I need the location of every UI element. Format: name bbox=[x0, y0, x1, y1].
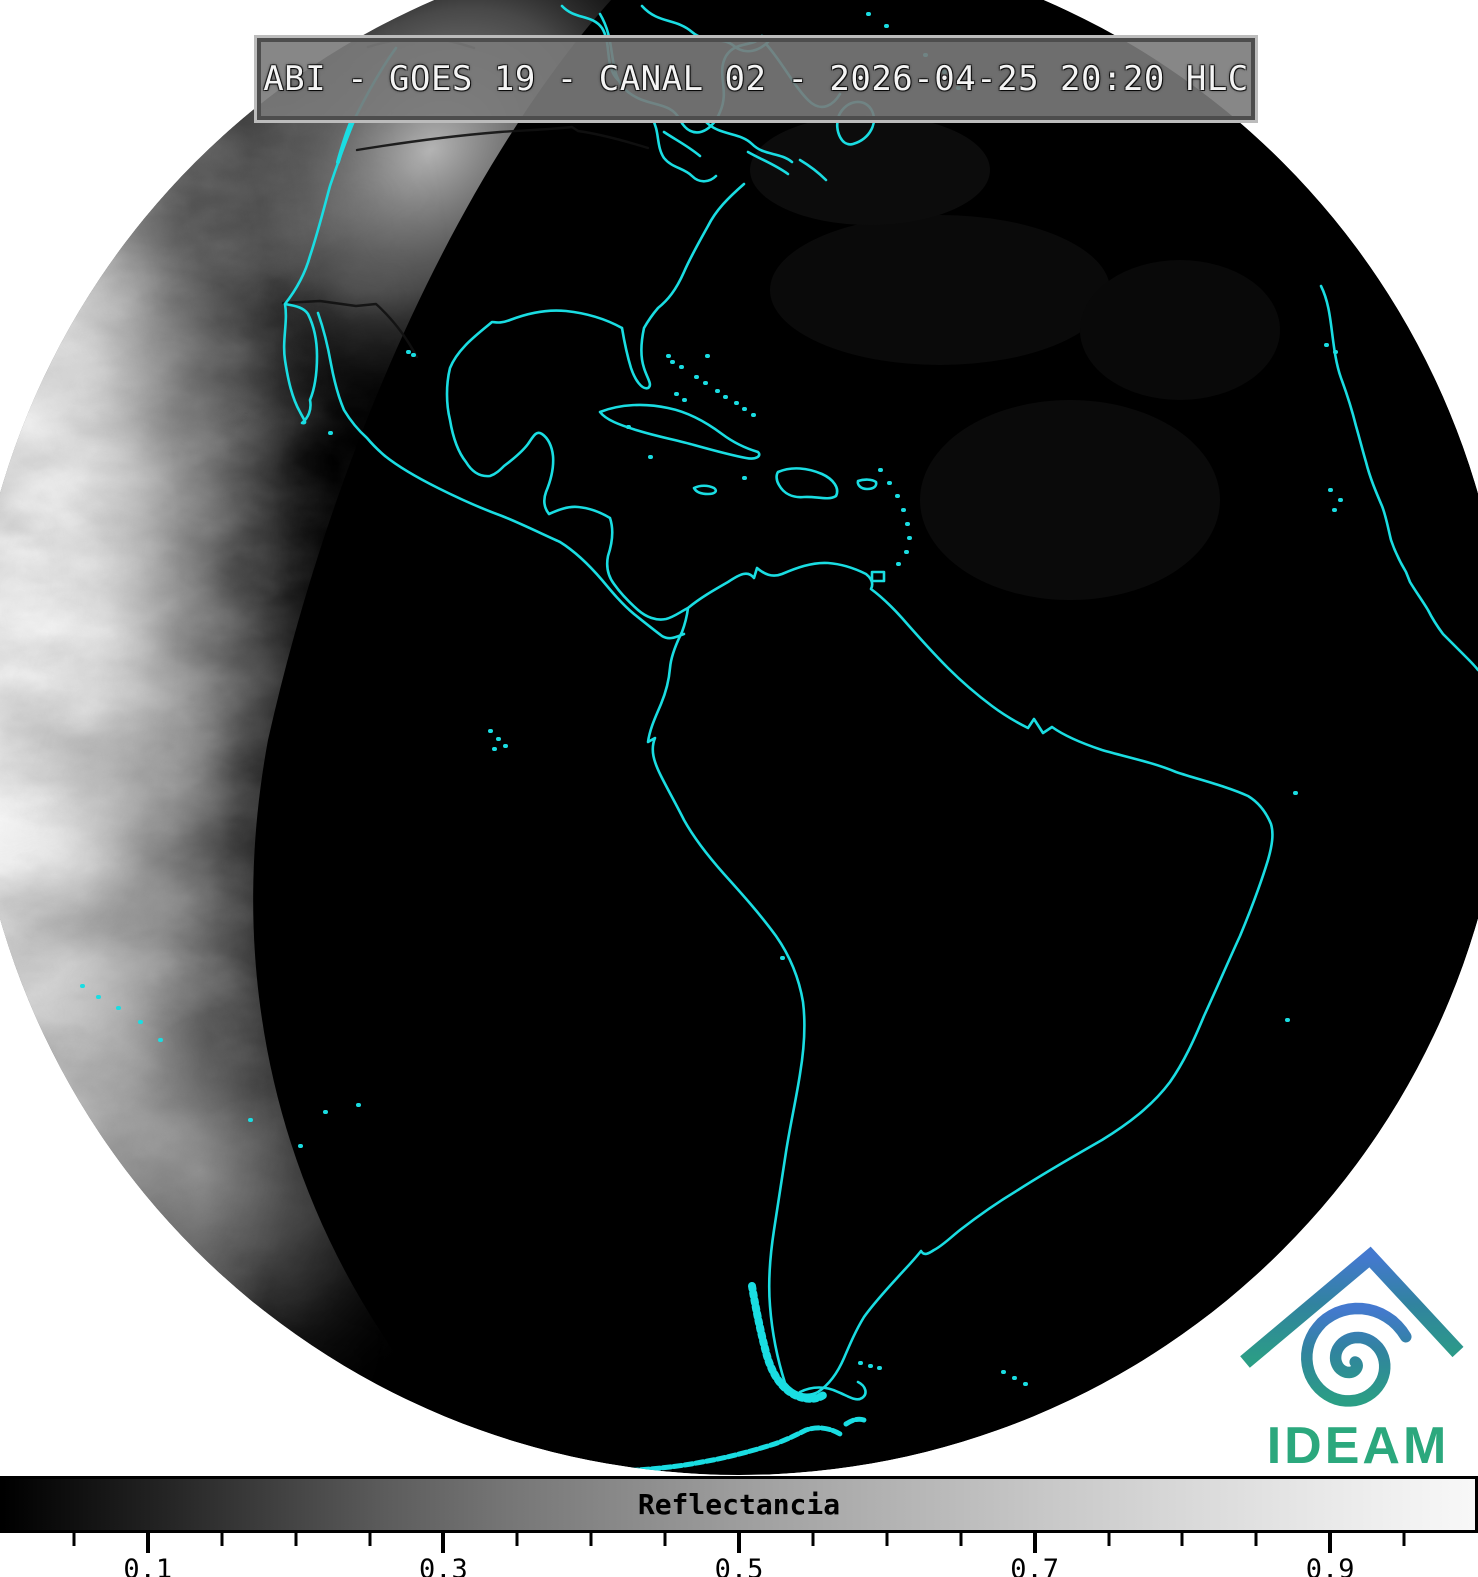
ideam-logo: IDEAM bbox=[1240, 1246, 1464, 1475]
colorbar-tick-label: 0.3 bbox=[419, 1554, 468, 1577]
colorbar-major-tick bbox=[145, 1533, 150, 1553]
colorbar-minor-tick bbox=[294, 1533, 298, 1546]
logo-spiral-icon bbox=[1301, 1302, 1412, 1407]
colorbar-label: Reflectancia bbox=[637, 1488, 841, 1521]
patagonia-fjords bbox=[748, 1282, 829, 1403]
colorbar-major-tick bbox=[441, 1533, 446, 1553]
colorbar-minor-tick bbox=[1180, 1533, 1184, 1546]
colorbar-major-tick bbox=[1032, 1533, 1037, 1553]
colorbar-tick-label: 0.7 bbox=[1010, 1554, 1059, 1577]
coastline-south-america bbox=[646, 561, 1274, 1396]
tierra-del-fuego bbox=[798, 1380, 867, 1401]
colorbar-tick-label: 0.1 bbox=[123, 1554, 173, 1577]
colorbar-minor-tick bbox=[1107, 1533, 1110, 1546]
coastline-west-africa bbox=[1319, 284, 1478, 672]
colorbar-minor-tick bbox=[1402, 1533, 1406, 1546]
ideam-logo-text: IDEAM bbox=[1267, 1417, 1450, 1475]
colorbar-major-tick bbox=[737, 1533, 741, 1553]
colorbar: Reflectancia 0.1 0.3 0.5 0.7 0.9 bbox=[0, 1476, 1478, 1577]
vancouver-island bbox=[336, 118, 354, 164]
colorbar-minor-tick bbox=[663, 1533, 667, 1546]
colorbar-tick-label: 0.5 bbox=[714, 1554, 764, 1577]
coastline-baja-california bbox=[282, 302, 387, 458]
antarctica-coast bbox=[605, 1416, 867, 1475]
colorbar-tick-label: 0.9 bbox=[1305, 1554, 1355, 1577]
coastline-us-east-gulf-central-america bbox=[445, 182, 746, 621]
logo-roof bbox=[1240, 1246, 1464, 1368]
colorbar-axis: 0.1 0.3 0.5 0.7 0.9 bbox=[0, 1533, 1478, 1577]
colorbar-minor-tick bbox=[959, 1533, 963, 1546]
colorbar-minor-tick bbox=[72, 1533, 76, 1546]
night-cloud-patches bbox=[750, 115, 1280, 600]
island-hispaniola bbox=[775, 467, 839, 500]
colorbar-minor-tick bbox=[515, 1533, 519, 1546]
island-cuba bbox=[598, 403, 761, 460]
island-trinidad bbox=[870, 570, 886, 583]
island-jamaica bbox=[692, 484, 718, 496]
colorbar-minor-tick bbox=[1254, 1533, 1258, 1546]
coastline-mexico-pacific bbox=[383, 454, 686, 640]
us-canada-border-line bbox=[355, 125, 650, 152]
coastline-newfoundland-gulf bbox=[662, 100, 876, 182]
colorbar-minor-tick bbox=[220, 1533, 224, 1546]
island-puerto-rico bbox=[856, 478, 878, 491]
colorbar-minor-tick bbox=[885, 1533, 889, 1546]
colorbar-minor-tick bbox=[368, 1533, 371, 1546]
us-mexico-border-line bbox=[281, 299, 419, 359]
colorbar-gradient: Reflectancia bbox=[0, 1476, 1478, 1533]
title-text: ABI - GOES 19 - CANAL 02 - 2026-04-25 20… bbox=[263, 59, 1249, 99]
colorbar-minor-tick bbox=[811, 1533, 815, 1546]
colorbar-major-tick bbox=[1328, 1533, 1333, 1553]
colorbar-minor-tick bbox=[589, 1533, 593, 1546]
island-specks bbox=[80, 12, 1343, 1386]
title-bar: ABI - GOES 19 - CANAL 02 - 2026-04-25 20… bbox=[257, 38, 1255, 120]
